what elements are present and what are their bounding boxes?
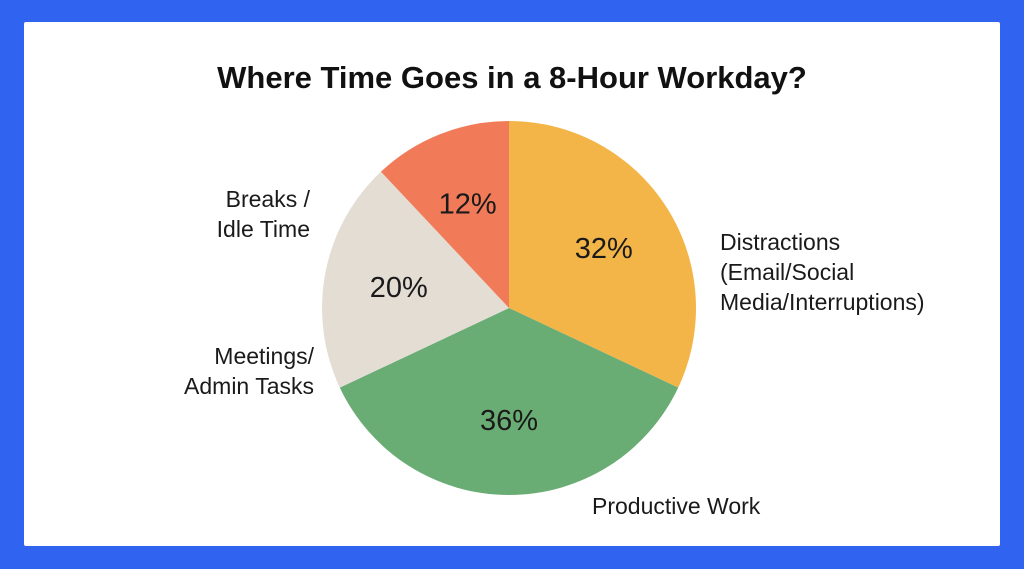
pie-slice-1 [339, 308, 679, 495]
pie-slice-0 [509, 121, 696, 388]
chart-title: Where Time Goes in a 8-Hour Workday? [217, 60, 807, 95]
slice-value-label-3: 12% [439, 189, 497, 221]
slice-category-line: Media/Interruptions) [720, 289, 925, 315]
slice-category-label-2: Meetings/Admin Tasks [184, 343, 315, 399]
slice-value-label-1: 36% [480, 405, 538, 437]
slice-category-line: (Email/Social [720, 259, 854, 285]
chart-card: Where Time Goes in a 8-Hour Workday? 32%… [24, 22, 1000, 546]
slice-category-line: Admin Tasks [184, 373, 314, 399]
slice-category-line: Productive Work [592, 493, 761, 519]
slice-value-label-2: 20% [370, 272, 428, 304]
slice-category-line: Idle Time [217, 216, 310, 242]
slice-category-label-3: Breaks / Idle Time [217, 186, 311, 242]
pie-slice-2 [321, 171, 509, 388]
pie-slice-3 [380, 121, 509, 308]
slice-category-line: Meetings/ [214, 343, 314, 369]
slice-category-line: Distractions [720, 229, 840, 255]
slice-value-label-0: 32% [575, 233, 633, 265]
pie-chart: 32% Distractions (Email/Social Media/Interr… [184, 121, 925, 519]
slice-category-label-0: Distractions (Email/Social Media/Interrupt… [720, 229, 925, 315]
slice-category-line: Breaks / [226, 186, 311, 212]
slice-category-label-1: Productive Work [592, 493, 761, 519]
